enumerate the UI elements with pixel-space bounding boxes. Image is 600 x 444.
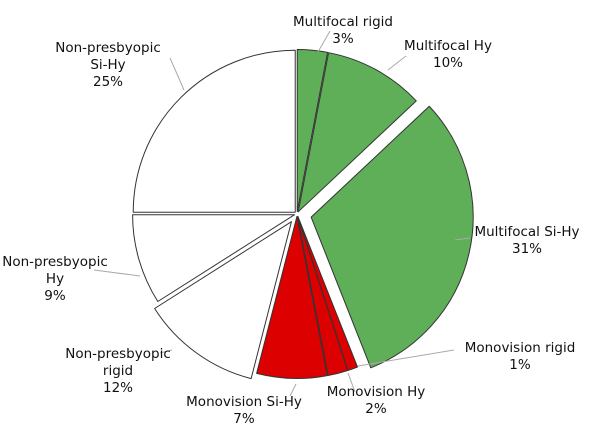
slice-name: Monovision Hy	[327, 384, 426, 400]
pie-slice-non-presbyopic-si-hy	[132, 49, 296, 213]
slice-name: Monovision rigid	[465, 340, 576, 356]
pie-slice-multifocal-rigid	[296, 49, 329, 213]
slice-name: Non-presbyopic	[65, 346, 171, 362]
leader-line-multifocal-si-hy	[454, 237, 471, 241]
slice-percent: 12%	[103, 380, 133, 396]
slice-label-non-presbyopic-si-hy: Non-presbyopic Si-Hy 25%	[55, 40, 161, 90]
leader-line-non-presbyopic-si-hy	[169, 57, 185, 91]
slice-label-multifocal-hy: Multifocal Hy 10%	[404, 38, 492, 71]
pie-slice-multifocal-hy	[297, 52, 417, 213]
slice-percent: 10%	[433, 55, 463, 71]
slice-label-monovision-hy: Monovision Hy 2%	[327, 384, 426, 417]
slice-name: Non-presbyopic	[55, 40, 161, 56]
slice-name: Multifocal rigid	[293, 14, 393, 30]
slice-name: Multifocal Si-Hy	[474, 224, 579, 240]
slice-name: Non-presbyopic	[2, 254, 108, 270]
slice-percent: 1%	[509, 357, 531, 373]
slice-percent: 31%	[512, 241, 542, 257]
leader-line-non-presbyopic-hy	[93, 269, 141, 277]
slice-name: rigid	[103, 363, 133, 379]
slice-percent: 7%	[233, 411, 255, 427]
pie-slice-multifocal-si-hy	[310, 105, 474, 369]
slice-label-non-presbyopic-rigid: Non-presbyopic rigid 12%	[65, 346, 171, 396]
pie-slice-non-presbyopic-rigid	[154, 221, 292, 380]
leader-line-monovision-si-hy	[289, 383, 297, 397]
leader-line-multifocal-hy	[387, 55, 407, 71]
slice-label-monovision-si-hy: Monovision Si-Hy 7%	[186, 394, 302, 427]
slice-label-monovision-rigid: Monovision rigid 1%	[465, 340, 576, 373]
slice-label-multifocal-si-hy: Multifocal Si-Hy 31%	[474, 224, 579, 257]
slice-percent: 2%	[365, 401, 387, 417]
leader-line-monovision-hy	[347, 372, 356, 393]
slice-percent: 3%	[332, 31, 354, 47]
slice-label-non-presbyopic-hy: Non-presbyopic Hy 9%	[2, 254, 108, 304]
slice-name: Monovision Si-Hy	[186, 394, 302, 410]
slice-name: Multifocal Hy	[404, 38, 492, 54]
leader-line-monovision-rigid	[357, 349, 455, 367]
slice-percent: 9%	[44, 288, 66, 304]
slice-name: Hy	[46, 271, 64, 287]
slice-percent: 25%	[93, 74, 123, 90]
leader-line-non-presbyopic-rigid	[159, 349, 173, 354]
pie-slice-non-presbyopic-hy	[132, 214, 296, 302]
slice-name: Si-Hy	[90, 57, 125, 73]
slice-label-multifocal-rigid: Multifocal rigid 3%	[293, 14, 393, 47]
leader-line-multifocal-rigid	[317, 30, 331, 53]
pie-slice-monovision-si-hy	[256, 216, 328, 379]
pie-slice-monovision-hy	[297, 215, 349, 377]
